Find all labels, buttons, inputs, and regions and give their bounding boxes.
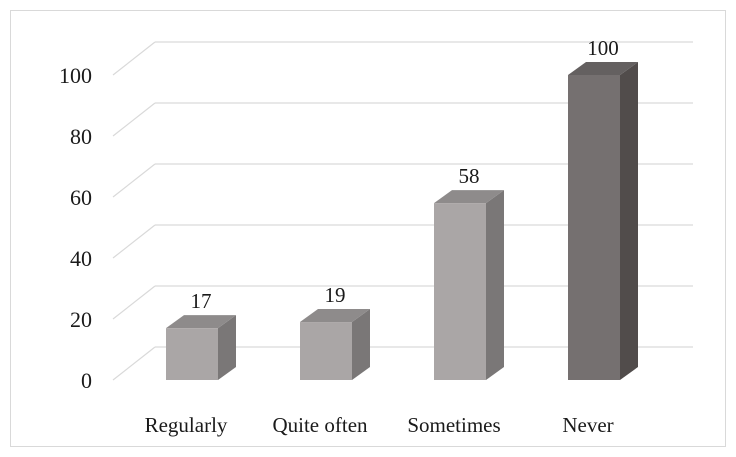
y-axis-tick-labels: 0 20 40 60 80 100	[59, 63, 92, 393]
y-tick-label-0: 0	[81, 368, 92, 393]
y-tick-label-80: 80	[70, 124, 92, 149]
bar-front-face	[166, 328, 218, 380]
y-tick-label-20: 20	[70, 307, 92, 332]
bar-side-face	[486, 190, 504, 380]
gridline-depth-80	[112, 102, 156, 137]
data-labels: 17 19 58 100	[191, 36, 619, 313]
gridline-depth-100	[112, 41, 156, 76]
bar-never	[568, 62, 638, 380]
gridline-depth-60	[112, 163, 156, 198]
y-tick-label-100: 100	[59, 63, 92, 88]
bar-sometimes	[434, 190, 504, 380]
bar-front-face	[300, 322, 352, 380]
category-label-2: Sometimes	[407, 413, 500, 437]
data-label-0: 17	[191, 289, 212, 313]
bar-front-face	[568, 75, 620, 380]
gridline-depth-40	[112, 224, 156, 259]
bar-regularly	[166, 315, 236, 380]
category-label-3: Never	[562, 413, 613, 437]
bar-quite-often	[300, 309, 370, 380]
category-label-1: Quite often	[272, 413, 368, 437]
bar-front-face	[434, 203, 486, 380]
category-label-0: Regularly	[145, 413, 228, 437]
bar-top-face	[300, 309, 370, 323]
data-label-2: 58	[459, 164, 480, 188]
data-label-3: 100	[587, 36, 619, 60]
bars	[166, 62, 638, 380]
bar-top-face	[568, 62, 638, 75]
bar-side-face	[620, 62, 638, 380]
y-tick-label-40: 40	[70, 246, 92, 271]
bar-side-face	[352, 309, 370, 380]
category-labels: Regularly Quite often Sometimes Never	[145, 413, 614, 437]
bar-side-face	[218, 315, 236, 380]
data-label-1: 19	[325, 283, 346, 307]
bar-top-face	[434, 190, 504, 204]
gridline-depth-0	[112, 346, 156, 381]
gridline-depth-20	[112, 285, 156, 320]
y-tick-label-60: 60	[70, 185, 92, 210]
bar-top-face	[166, 315, 236, 329]
